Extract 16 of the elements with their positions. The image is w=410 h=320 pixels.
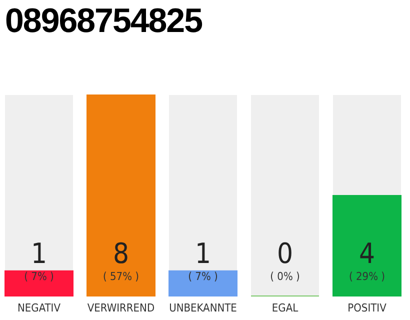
data-label: 1 xyxy=(194,237,212,270)
annotation: ( 7% ) xyxy=(188,270,218,283)
x-tick-label: UNBEKANNTE xyxy=(169,302,237,314)
x-tick-label: POSITIV xyxy=(348,302,387,314)
chart-title: 08968754825 xyxy=(5,2,202,41)
annotation: ( 57% ) xyxy=(102,270,140,283)
data-label: 0 xyxy=(276,237,294,270)
annotation: ( 0% ) xyxy=(270,270,300,283)
x-tick-label: VERWIRREND xyxy=(87,302,155,314)
annotation: ( 29% ) xyxy=(348,270,386,283)
data-label: 4 xyxy=(358,237,376,270)
x-tick-label: EGAL xyxy=(272,302,299,314)
x-tick-label: NEGATIV xyxy=(18,302,61,314)
annotation: ( 7% ) xyxy=(24,270,54,283)
data-label: 8 xyxy=(112,237,130,270)
data-label: 1 xyxy=(30,237,48,270)
